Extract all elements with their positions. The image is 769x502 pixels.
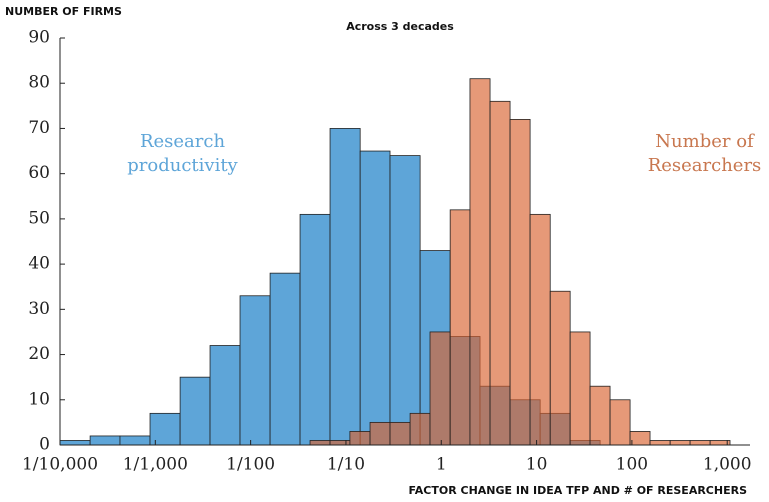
bar xyxy=(179,376,211,446)
bar xyxy=(689,440,711,446)
bar xyxy=(329,128,361,446)
y-tick-label: 40 xyxy=(28,254,50,274)
bar xyxy=(369,421,391,446)
x-tick-label: 1/10,000 xyxy=(22,455,98,475)
bar xyxy=(59,440,91,446)
y-tick-label: 50 xyxy=(28,208,50,228)
y-tick-label: 80 xyxy=(28,73,50,93)
bar xyxy=(449,209,471,446)
y-tick-label: 0 xyxy=(39,435,50,455)
y-tick-label: 20 xyxy=(28,344,50,364)
bar xyxy=(549,290,571,446)
bar xyxy=(529,213,551,446)
bar xyxy=(299,213,331,446)
x-axis-label: FACTOR CHANGE IN IDEA TFP AND # OF RESEA… xyxy=(409,484,748,497)
bar xyxy=(149,412,181,446)
legend-label: Research productivity xyxy=(127,131,238,176)
bar xyxy=(649,440,671,446)
x-tick-label: 1/100 xyxy=(226,455,275,475)
x-tick-label: 10 xyxy=(526,455,548,475)
bar xyxy=(469,78,491,446)
bar xyxy=(489,100,511,446)
bar xyxy=(669,440,691,446)
bar xyxy=(209,345,241,446)
y-tick-label: 70 xyxy=(28,118,50,138)
x-tick-label: 1/10 xyxy=(327,455,365,475)
bar xyxy=(409,412,431,446)
x-tick-label: 1,000 xyxy=(703,455,752,475)
bar xyxy=(89,435,121,446)
legend-label: Number of Researchers xyxy=(647,131,762,176)
bar xyxy=(509,119,531,446)
bar xyxy=(349,431,371,446)
y-tick-label: 10 xyxy=(28,389,50,409)
bar xyxy=(429,331,451,446)
bar xyxy=(389,155,421,446)
bar xyxy=(589,385,611,446)
x-tick-label: 1/1,000 xyxy=(123,455,188,475)
y-axis-label: NUMBER OF FIRMS xyxy=(5,5,122,18)
bar xyxy=(239,295,271,446)
chart-title: Across 3 decades xyxy=(346,20,454,33)
bar xyxy=(309,440,331,446)
bar xyxy=(329,440,351,446)
y-tick-label: 60 xyxy=(28,163,50,183)
x-tick-label: 1 xyxy=(436,455,447,475)
x-tick-label: 100 xyxy=(616,455,648,475)
bar xyxy=(629,431,651,446)
y-tick-label: 30 xyxy=(28,299,50,319)
bar xyxy=(269,272,301,446)
bar xyxy=(359,150,391,446)
bar xyxy=(389,421,411,446)
bar xyxy=(609,399,631,446)
bar xyxy=(119,435,151,446)
bar xyxy=(569,331,591,446)
y-tick-label: 90 xyxy=(28,28,50,48)
